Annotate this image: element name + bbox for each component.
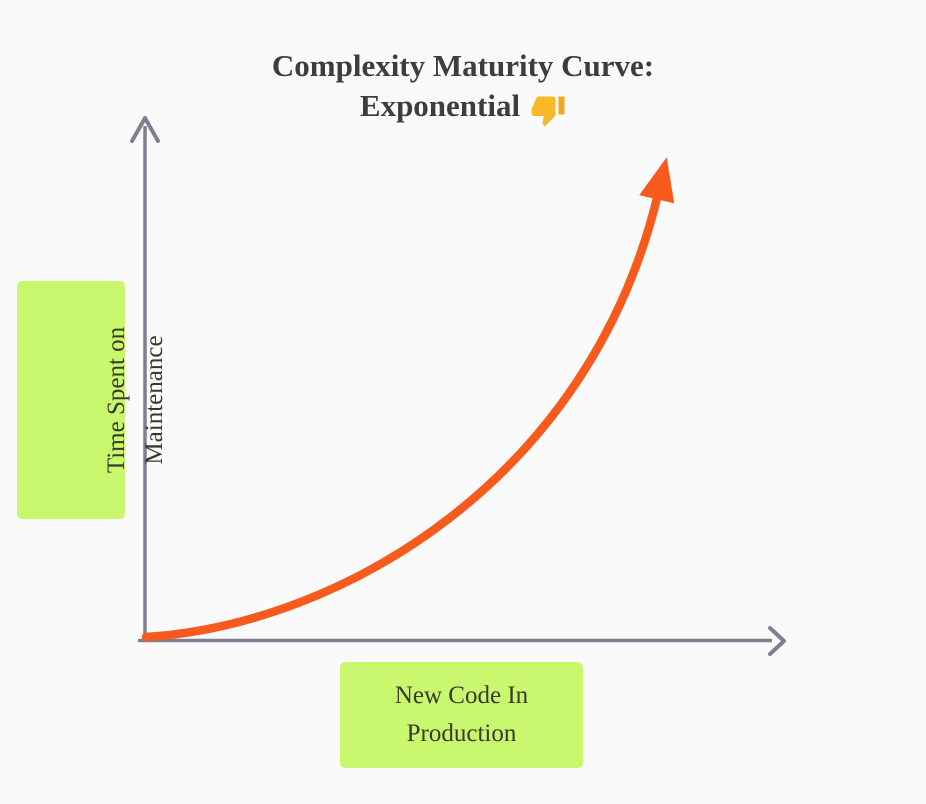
chart-title: Complexity Maturity Curve: Exponential — [0, 46, 926, 127]
y-axis-arrow-icon — [130, 116, 160, 143]
x-axis-label-text: New Code In Production — [395, 677, 528, 753]
chart-title-line2: Exponential — [0, 86, 926, 127]
y-axis-label: Time Spent on Maintenance — [17, 281, 168, 519]
chart-title-line1: Complexity Maturity Curve: — [271, 48, 655, 83]
y-axis-label-text: Time Spent on Maintenance — [98, 281, 174, 519]
x-axis-label-line2: Production — [406, 720, 517, 747]
y-axis-label-line1: Time Spent on — [103, 326, 130, 474]
chart-title-line2-text: Exponential — [359, 88, 521, 123]
y-axis-label-line2: Maintenance — [141, 335, 168, 465]
x-axis-arrow-icon — [768, 626, 786, 656]
x-axis-label-line1: New Code In — [394, 682, 529, 709]
thumbs-down-icon — [531, 96, 565, 127]
x-axis-label: New Code In Production — [340, 662, 583, 768]
exponential-curve — [141, 157, 675, 642]
